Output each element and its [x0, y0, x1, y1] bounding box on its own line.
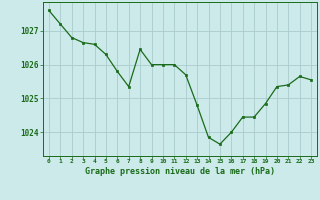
- X-axis label: Graphe pression niveau de la mer (hPa): Graphe pression niveau de la mer (hPa): [85, 167, 275, 176]
